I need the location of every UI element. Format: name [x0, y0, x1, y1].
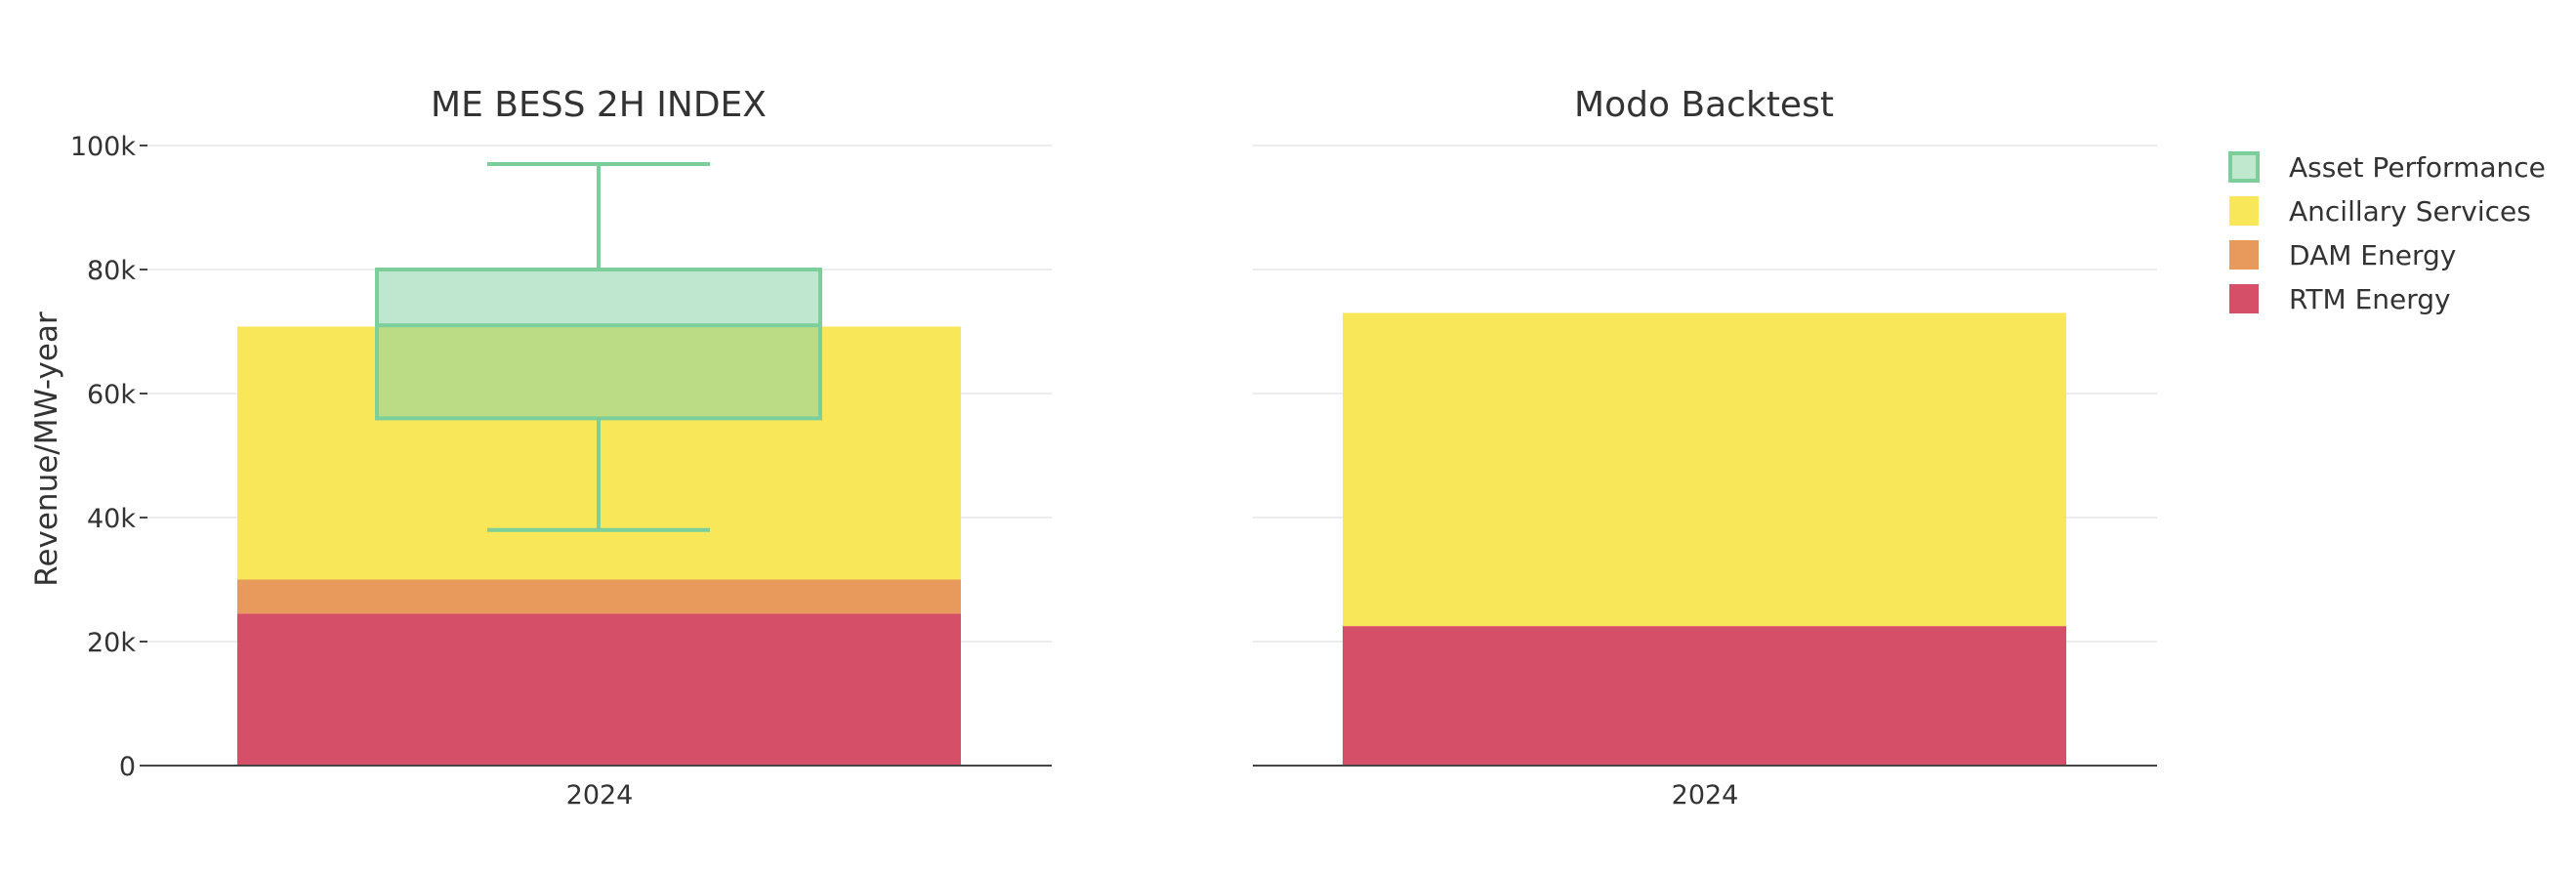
bar-rtm-energy[interactable]	[1343, 626, 2066, 766]
legend-swatch	[2229, 196, 2259, 226]
panel-me-bess-index: ME BESS 2H INDEX 2024 0 20k 40k 60k 80k 100k	[70, 85, 1052, 811]
panel-title: ME BESS 2H INDEX	[431, 85, 767, 125]
y-tick-label: 0	[119, 752, 136, 782]
y-axis-title: Revenue/MW-year	[29, 312, 64, 587]
panel-modo-backtest: Modo Backtest 2024	[1253, 85, 2157, 811]
y-tick-label: 80k	[87, 256, 136, 286]
legend-swatch	[2228, 151, 2260, 183]
bar-ancillary-services[interactable]	[1343, 312, 2066, 627]
legend-swatch	[2229, 284, 2259, 313]
legend-label: Ancillary Services	[2289, 195, 2531, 228]
panel-title: Modo Backtest	[1574, 85, 1834, 125]
box-iqr[interactable]	[375, 268, 822, 421]
y-tick-label: 40k	[87, 504, 136, 534]
legend-label: RTM Energy	[2289, 283, 2451, 315]
bar-rtm-energy[interactable]	[237, 613, 961, 766]
y-tick-label: 100k	[70, 132, 137, 162]
x-tick-label: 2024	[566, 780, 634, 811]
legend-item-dam-energy[interactable]: DAM Energy	[2229, 239, 2456, 271]
legend-item-asset-performance[interactable]: Asset Performance	[2228, 151, 2546, 184]
x-tick-label: 2024	[1672, 780, 1739, 811]
legend-label: DAM Energy	[2289, 239, 2456, 271]
bar-dam-energy[interactable]	[237, 579, 961, 614]
legend-label: Asset Performance	[2289, 151, 2546, 184]
y-tick-label: 60k	[87, 380, 136, 410]
legend-swatch	[2229, 240, 2259, 270]
legend-item-rtm-energy[interactable]: RTM Energy	[2229, 283, 2451, 315]
legend: Asset Performance Ancillary Services DAM E…	[2228, 151, 2546, 315]
legend-item-ancillary-services[interactable]: Ancillary Services	[2229, 195, 2531, 228]
y-tick-label: 20k	[87, 628, 136, 658]
